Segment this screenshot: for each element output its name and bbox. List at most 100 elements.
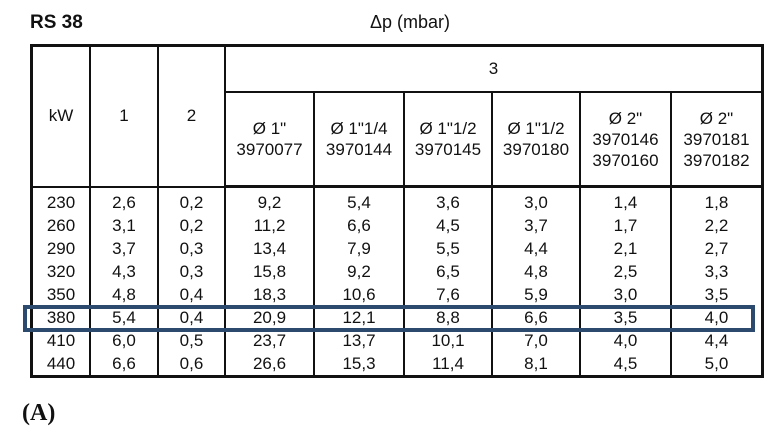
model-label: RS 38	[30, 12, 83, 33]
header-sub-2: Ø 1"1/4 3970144	[313, 92, 405, 188]
cell-value: 2,5	[579, 260, 672, 283]
cell-value: 7,6	[403, 283, 493, 306]
cell-kw: 320	[30, 260, 91, 283]
header-group-3: 3	[224, 45, 764, 93]
cell-value: 10,6	[313, 283, 405, 306]
cell-value: 3,1	[89, 214, 159, 237]
header-sub-4: Ø 1"1/2 3970180	[491, 92, 581, 188]
cell-value: 15,8	[224, 260, 315, 283]
cell-value: 4,4	[670, 329, 764, 352]
figure-caption: (A)	[22, 400, 56, 426]
cell-value: 11,4	[403, 352, 493, 377]
cell-value: 0,4	[157, 306, 226, 329]
cell-value: 6,6	[491, 306, 581, 329]
cell-value: 0,3	[157, 237, 226, 260]
cell-value: 3,5	[579, 306, 672, 329]
cell-value: 9,2	[224, 186, 315, 214]
header-sub-code: 3970144	[325, 140, 393, 159]
table-row: 410 6,0 0,5 23,7 13,7 10,1 7,0 4,0 4,4	[30, 329, 764, 352]
cell-value: 1,4	[579, 186, 672, 214]
header-sub-size: Ø 1"1/2	[419, 119, 477, 138]
cell-value: 0,3	[157, 260, 226, 283]
cell-value: 4,0	[670, 306, 764, 329]
table-body: 230 2,6 0,2 9,2 5,4 3,6 3,0 1,4 1,8 260 3,1 0,2 11,2…	[30, 186, 764, 377]
header-sub-3: Ø 1"1/2 3970145	[403, 92, 493, 188]
cell-value: 2,6	[89, 186, 159, 214]
pressure-drop-table: kW 1 2 3 Ø 1" 3970077 Ø 1"1/4 3970144 Ø 1"…	[30, 44, 764, 378]
header-sub-size: Ø 1"1/2	[507, 119, 565, 138]
cell-value: 8,1	[491, 352, 581, 377]
cell-value: 5,0	[670, 352, 764, 377]
header-col-2: 2	[157, 45, 226, 188]
cell-value: 8,8	[403, 306, 493, 329]
cell-value: 1,7	[579, 214, 672, 237]
header-sub-size: Ø 1"	[252, 119, 287, 138]
cell-value: 2,2	[670, 214, 764, 237]
cell-value: 23,7	[224, 329, 315, 352]
header-sub-code: 3970077	[236, 140, 303, 159]
header-sub-code: 3970145	[414, 140, 482, 159]
cell-value: 0,2	[157, 214, 226, 237]
header-sub-code: 3970181	[683, 129, 750, 149]
header-sub-code: 3970160	[592, 150, 659, 170]
cell-value: 5,5	[403, 237, 493, 260]
cell-value: 4,8	[491, 260, 581, 283]
cell-value: 26,6	[224, 352, 315, 377]
cell-value: 10,1	[403, 329, 493, 352]
cell-value: 13,7	[313, 329, 405, 352]
cell-value: 12,1	[313, 306, 405, 329]
cell-value: 13,4	[224, 237, 315, 260]
cell-value: 11,2	[224, 214, 315, 237]
table-row: 290 3,7 0,3 13,4 7,9 5,5 4,4 2,1 2,7	[30, 237, 764, 260]
header-sub-size: Ø 1"1/4	[330, 119, 388, 138]
cell-value: 15,3	[313, 352, 405, 377]
cell-kw: 380	[30, 306, 91, 329]
cell-value: 4,5	[403, 214, 493, 237]
cell-value: 4,4	[491, 237, 581, 260]
cell-kw: 260	[30, 214, 91, 237]
table-row: 260 3,1 0,2 11,2 6,6 4,5 3,7 1,7 2,2	[30, 214, 764, 237]
cell-value: 0,5	[157, 329, 226, 352]
cell-value: 9,2	[313, 260, 405, 283]
cell-kw: 290	[30, 237, 91, 260]
header-sub-code: 3970146	[592, 129, 659, 149]
header-sub-size: Ø 2"	[608, 108, 643, 128]
cell-value: 4,8	[89, 283, 159, 306]
cell-value: 3,0	[491, 186, 581, 214]
cell-value: 0,2	[157, 186, 226, 214]
header-col-1: 1	[89, 45, 159, 188]
cell-value: 3,0	[579, 283, 672, 306]
cell-value: 5,4	[89, 306, 159, 329]
header-sub-1: Ø 1" 3970077	[224, 92, 315, 188]
cell-value: 3,5	[670, 283, 764, 306]
cell-value: 3,7	[89, 237, 159, 260]
cell-value: 18,3	[224, 283, 315, 306]
cell-value: 20,9	[224, 306, 315, 329]
cell-value: 7,9	[313, 237, 405, 260]
cell-value: 4,3	[89, 260, 159, 283]
cell-value: 4,5	[579, 352, 672, 377]
cell-value: 6,0	[89, 329, 159, 352]
table-row: 230 2,6 0,2 9,2 5,4 3,6 3,0 1,4 1,8	[30, 186, 764, 214]
cell-value: 6,6	[313, 214, 405, 237]
cell-value: 6,5	[403, 260, 493, 283]
cell-value: 7,0	[491, 329, 581, 352]
pressure-unit-label: Δp (mbar)	[370, 12, 451, 32]
header-sub-code: 3970180	[502, 140, 570, 159]
header-sub-5: Ø 2" 3970146 3970160	[579, 92, 672, 188]
cell-value: 4,0	[579, 329, 672, 352]
cell-kw: 410	[30, 329, 91, 352]
cell-value: 3,7	[491, 214, 581, 237]
header-kw: kW	[30, 45, 91, 188]
cell-kw: 230	[30, 186, 91, 214]
header-sub-6: Ø 2" 3970181 3970182	[670, 92, 764, 188]
cell-value: 0,4	[157, 283, 226, 306]
cell-value: 2,7	[670, 237, 764, 260]
table-row: 440 6,6 0,6 26,6 15,3 11,4 8,1 4,5 5,0	[30, 352, 764, 377]
header-sub-size: Ø 2"	[699, 108, 734, 128]
table-row: 320 4,3 0,3 15,8 9,2 6,5 4,8 2,5 3,3	[30, 260, 764, 283]
cell-value: 5,9	[491, 283, 581, 306]
table-row: 350 4,8 0,4 18,3 10,6 7,6 5,9 3,0 3,5	[30, 283, 764, 306]
table-row: 380 5,4 0,4 20,9 12,1 8,8 6,6 3,5 4,0	[30, 306, 764, 329]
cell-kw: 350	[30, 283, 91, 306]
